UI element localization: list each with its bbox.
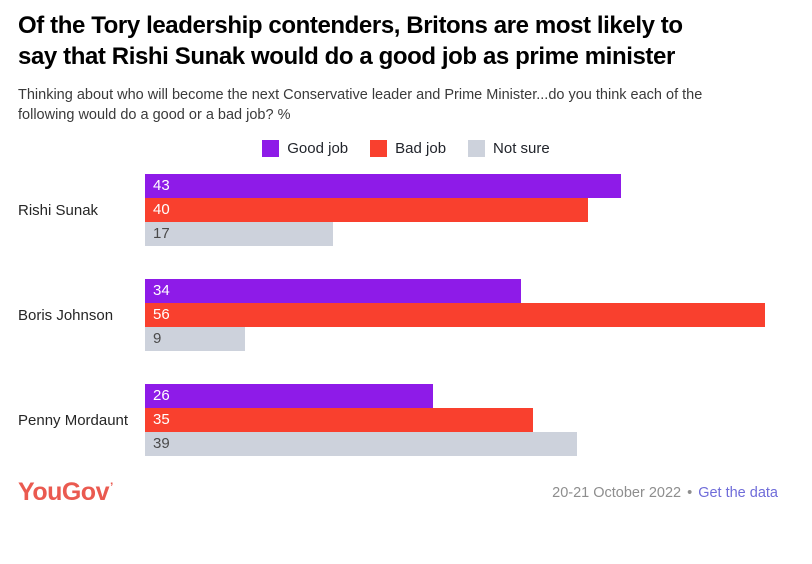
chart-title: Of the Tory leadership contenders, Brito… xyxy=(18,12,683,70)
legend-label-bad-job: Bad job xyxy=(395,140,447,157)
legend-item-bad-job: Bad job xyxy=(370,140,446,157)
bar-not-sure: 17 xyxy=(145,222,334,246)
legend-item-not-sure: Not sure xyxy=(468,140,550,157)
legend-label-good-job: Good job xyxy=(287,140,349,157)
bar-chart: Rishi Sunak 43 40 17 Boris Johnson 34 56 9 Penny… xyxy=(0,174,812,456)
bar-row: 26 xyxy=(145,384,765,408)
bar-row: 35 xyxy=(145,408,765,432)
bar-stack: 43 40 17 xyxy=(145,174,765,246)
bar-row: 56 xyxy=(145,303,765,327)
bar-value-label: 39 xyxy=(153,435,170,452)
bar-bad-job: 35 xyxy=(145,408,533,432)
bar-not-sure: 39 xyxy=(145,432,577,456)
footer: YouGov’ 20-21 October 2022 • Get the dat… xyxy=(0,478,812,507)
chart-legend: Good job Bad job Not sure xyxy=(0,140,812,157)
category-label: Boris Johnson xyxy=(18,306,114,324)
get-the-data-link[interactable]: Get the data xyxy=(698,484,778,501)
bar-row: 9 xyxy=(145,327,765,351)
category-label: Penny Mordaunt xyxy=(18,411,129,429)
bar-bad-job: 56 xyxy=(145,303,765,327)
bar-group: Rishi Sunak 43 40 17 xyxy=(18,174,812,246)
bar-group: Boris Johnson 34 56 9 xyxy=(18,279,812,351)
legend-swatch-not-sure-icon xyxy=(468,140,486,157)
legend-swatch-good-job-icon xyxy=(262,140,280,157)
yougov-logo-text: YouGov xyxy=(18,478,109,506)
bar-value-label: 34 xyxy=(153,282,170,299)
legend-swatch-bad-job-icon xyxy=(370,140,388,157)
bar-stack: 26 35 39 xyxy=(145,384,765,456)
bar-good-job: 26 xyxy=(145,384,433,408)
bar-value-label: 35 xyxy=(153,411,170,428)
legend-label-not-sure: Not sure xyxy=(493,140,550,157)
yougov-logo: YouGov’ xyxy=(18,478,113,507)
bar-value-label: 9 xyxy=(153,330,162,347)
category-label: Rishi Sunak xyxy=(18,201,99,219)
bar-stack: 34 56 9 xyxy=(145,279,765,351)
bar-value-label: 26 xyxy=(153,387,170,404)
bar-good-job: 43 xyxy=(145,174,622,198)
bar-not-sure: 9 xyxy=(145,327,245,351)
bar-value-label: 40 xyxy=(153,201,170,218)
bar-value-label: 43 xyxy=(153,177,170,194)
bar-value-label: 56 xyxy=(153,306,170,323)
yougov-logo-mark-icon: ’ xyxy=(109,479,113,494)
chart-subtitle: Thinking about who will become the next … xyxy=(18,87,703,123)
separator-dot: • xyxy=(687,484,693,501)
bar-value-label: 17 xyxy=(153,225,170,242)
bar-row: 17 xyxy=(145,222,765,246)
bar-group: Penny Mordaunt 26 35 39 xyxy=(18,384,812,456)
bar-row: 39 xyxy=(145,432,765,456)
legend-item-good-job: Good job xyxy=(262,140,348,157)
bar-row: 40 xyxy=(145,198,765,222)
bar-good-job: 34 xyxy=(145,279,522,303)
date-range: 20-21 October 2022 xyxy=(552,484,682,501)
bar-row: 43 xyxy=(145,174,765,198)
bar-bad-job: 40 xyxy=(145,198,588,222)
footer-meta: 20-21 October 2022 • Get the data xyxy=(552,485,778,501)
bar-row: 34 xyxy=(145,279,765,303)
